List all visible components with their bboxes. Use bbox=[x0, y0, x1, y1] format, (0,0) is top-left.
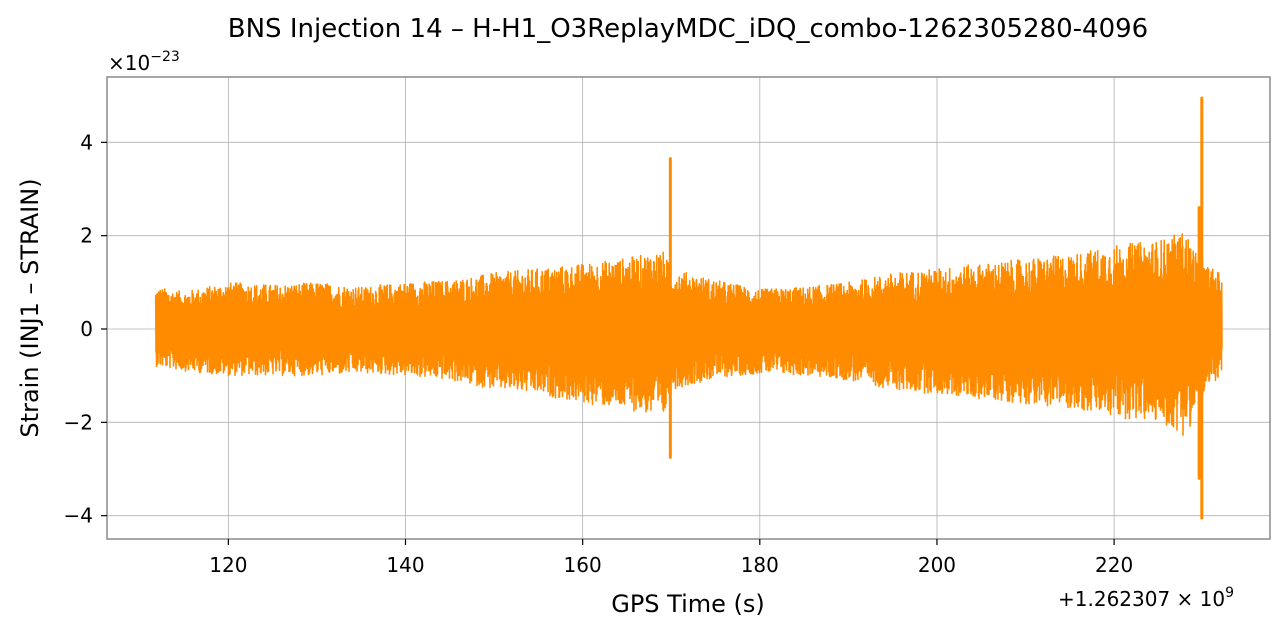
x-ticks: 120 140 160 180 200 220 bbox=[209, 539, 1133, 577]
y-tick-label: −2 bbox=[64, 410, 93, 434]
y-tick-label: 2 bbox=[80, 224, 93, 248]
x-offset: +1.262307 × 109 bbox=[1058, 585, 1234, 611]
y-ticks: −4 −2 0 2 4 bbox=[64, 130, 107, 528]
x-tick-label: 200 bbox=[918, 553, 956, 577]
x-tick-label: 140 bbox=[386, 553, 424, 577]
chart-title: BNS Injection 14 – H-H1_O3ReplayMDC_iDQ_… bbox=[228, 14, 1148, 44]
y-multiplier: ×10−23 bbox=[108, 49, 180, 75]
y-multiplier-exponent: −23 bbox=[150, 49, 180, 65]
y-tick-label: 0 bbox=[80, 317, 93, 341]
x-tick-label: 180 bbox=[741, 553, 779, 577]
strain-series-line bbox=[154, 233, 1223, 436]
x-axis-label: GPS Time (s) bbox=[611, 590, 765, 618]
x-offset-exponent: 9 bbox=[1225, 585, 1234, 601]
series-layer bbox=[154, 96, 1223, 520]
x-tick-label: 160 bbox=[564, 553, 602, 577]
y-tick-label: 4 bbox=[80, 130, 93, 154]
y-axis-label: Strain (INJ1 – STRAIN) bbox=[16, 178, 44, 437]
y-tick-label: −4 bbox=[64, 504, 93, 528]
x-tick-label: 220 bbox=[1095, 553, 1133, 577]
plot-frame bbox=[106, 76, 1271, 540]
x-tick-label: 120 bbox=[209, 553, 247, 577]
